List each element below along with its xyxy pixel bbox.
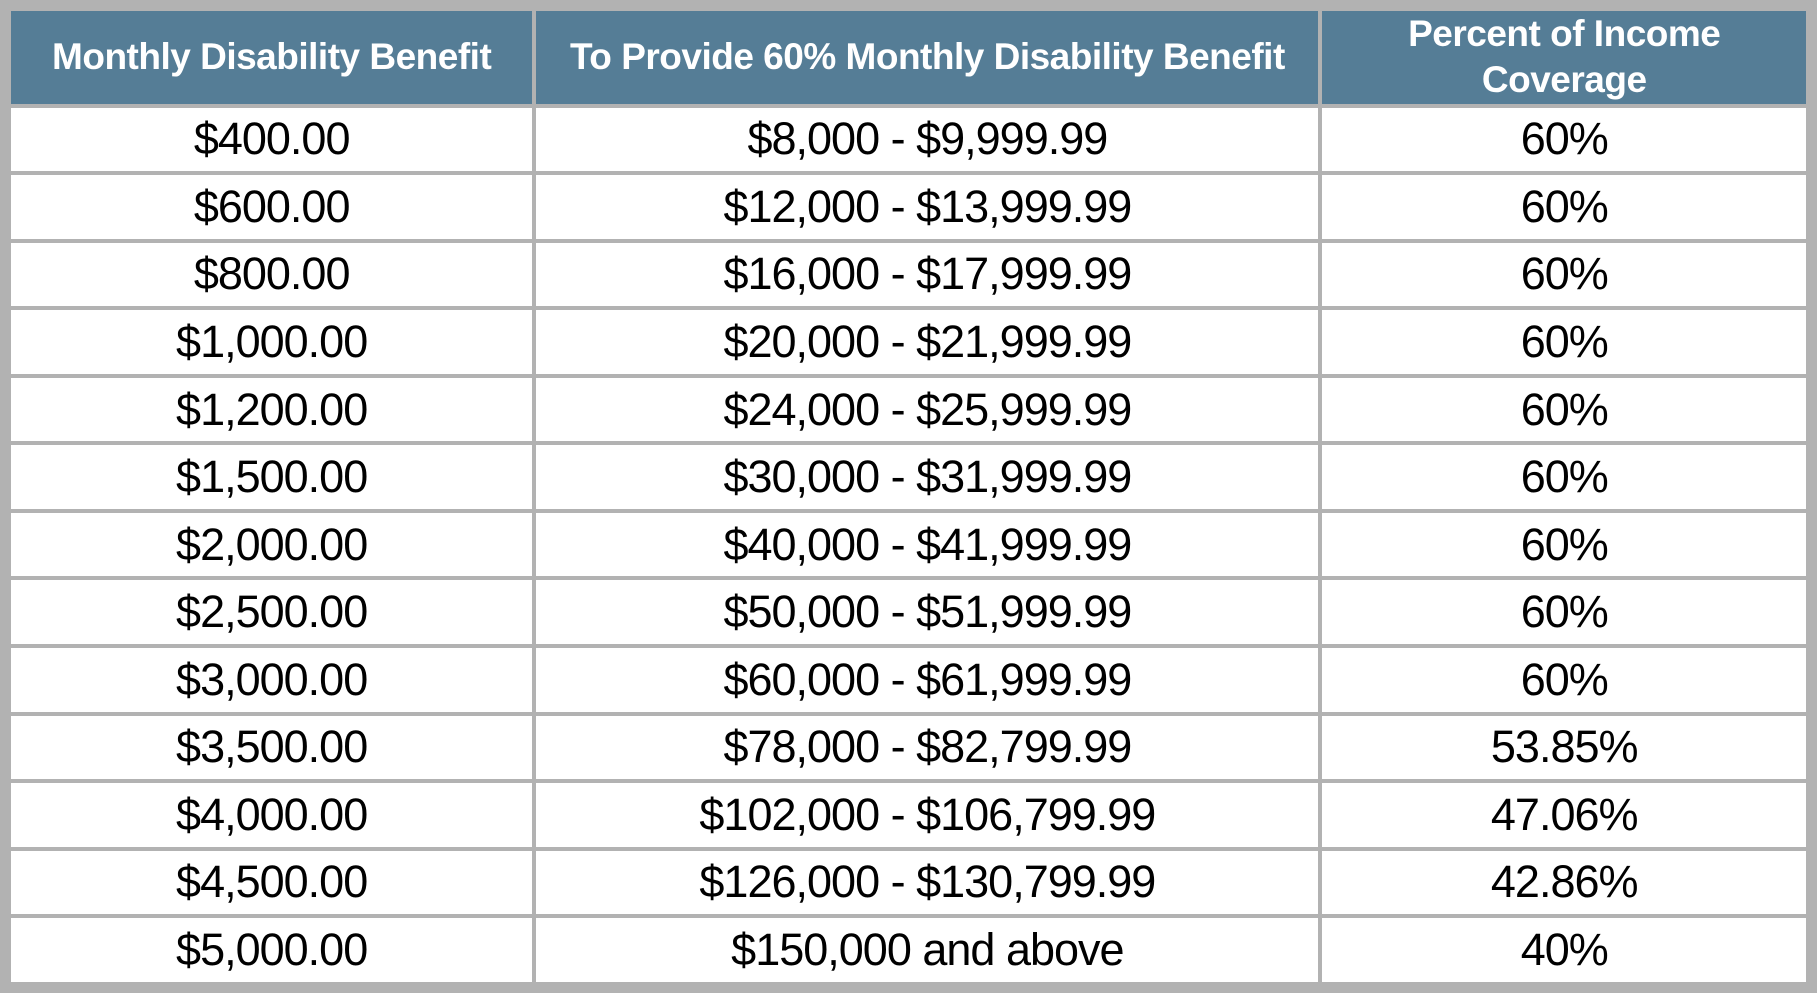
- table-row: $4,000.00 $102,000 - $106,799.99 47.06%: [6, 779, 1810, 851]
- cell-percent-coverage: 60%: [1318, 306, 1810, 378]
- table-row: $800.00 $16,000 - $17,999.99 60%: [6, 238, 1810, 311]
- cell-monthly-benefit: $1,200.00: [6, 373, 537, 446]
- cell-percent-coverage: 47.06%: [1318, 779, 1810, 851]
- header-row: Monthly Disability Benefit To Provide 60…: [6, 7, 1810, 108]
- cell-income-range: $24,000 - $25,999.99: [532, 373, 1323, 446]
- cell-income-range: $40,000 - $41,999.99: [532, 508, 1323, 581]
- cell-income-range: $78,000 - $82,799.99: [532, 711, 1323, 784]
- table-row: $2,500.00 $50,000 - $51,999.99 60%: [6, 576, 1810, 648]
- table-row: $400.00 $8,000 - $9,999.99 60%: [6, 103, 1810, 176]
- table-row: $1,200.00 $24,000 - $25,999.99 60%: [6, 373, 1810, 446]
- cell-monthly-benefit: $400.00: [6, 103, 537, 176]
- cell-monthly-benefit: $800.00: [6, 238, 537, 311]
- cell-income-range: $12,000 - $13,999.99: [532, 171, 1323, 243]
- cell-percent-coverage: 60%: [1318, 373, 1810, 446]
- disability-benefit-table: Monthly Disability Benefit To Provide 60…: [6, 7, 1810, 986]
- table-row: $2,000.00 $40,000 - $41,999.99 60%: [6, 508, 1810, 581]
- cell-monthly-benefit: $4,000.00: [6, 779, 537, 851]
- table-row: $5,000.00 $150,000 and above 40%: [6, 914, 1810, 986]
- cell-percent-coverage: 60%: [1318, 171, 1810, 243]
- cell-monthly-benefit: $1,500.00: [6, 441, 537, 513]
- header-percent-of-income-coverage: Percent of Income Coverage: [1318, 7, 1810, 108]
- cell-income-range: $150,000 and above: [532, 914, 1323, 986]
- cell-income-range: $50,000 - $51,999.99: [532, 576, 1323, 648]
- cell-monthly-benefit: $3,500.00: [6, 711, 537, 784]
- header-provide-60-percent-benefit: To Provide 60% Monthly Disability Benefi…: [532, 7, 1323, 108]
- cell-monthly-benefit: $3,000.00: [6, 644, 537, 716]
- table-row: $600.00 $12,000 - $13,999.99 60%: [6, 171, 1810, 243]
- table-body: $400.00 $8,000 - $9,999.99 60% $600.00 $12,0…: [6, 103, 1810, 986]
- cell-percent-coverage: 60%: [1318, 441, 1810, 513]
- cell-percent-coverage: 40%: [1318, 914, 1810, 986]
- cell-income-range: $8,000 - $9,999.99: [532, 103, 1323, 176]
- cell-percent-coverage: 60%: [1318, 576, 1810, 648]
- cell-monthly-benefit: $2,000.00: [6, 508, 537, 581]
- cell-percent-coverage: 53.85%: [1318, 711, 1810, 784]
- cell-income-range: $102,000 - $106,799.99: [532, 779, 1323, 851]
- cell-income-range: $30,000 - $31,999.99: [532, 441, 1323, 513]
- header-monthly-disability-benefit: Monthly Disability Benefit: [6, 7, 537, 108]
- table-row: $3,000.00 $60,000 - $61,999.99 60%: [6, 644, 1810, 716]
- cell-income-range: $20,000 - $21,999.99: [532, 306, 1323, 378]
- cell-percent-coverage: 60%: [1318, 238, 1810, 311]
- cell-percent-coverage: 60%: [1318, 103, 1810, 176]
- cell-monthly-benefit: $600.00: [6, 171, 537, 243]
- cell-monthly-benefit: $2,500.00: [6, 576, 537, 648]
- cell-monthly-benefit: $4,500.00: [6, 846, 537, 919]
- cell-income-range: $60,000 - $61,999.99: [532, 644, 1323, 716]
- table-row: $4,500.00 $126,000 - $130,799.99 42.86%: [6, 846, 1810, 919]
- cell-income-range: $16,000 - $17,999.99: [532, 238, 1323, 311]
- table-row: $3,500.00 $78,000 - $82,799.99 53.85%: [6, 711, 1810, 784]
- table-row: $1,500.00 $30,000 - $31,999.99 60%: [6, 441, 1810, 513]
- cell-monthly-benefit: $5,000.00: [6, 914, 537, 986]
- cell-income-range: $126,000 - $130,799.99: [532, 846, 1323, 919]
- cell-percent-coverage: 60%: [1318, 508, 1810, 581]
- cell-percent-coverage: 42.86%: [1318, 846, 1810, 919]
- cell-percent-coverage: 60%: [1318, 644, 1810, 716]
- table-row: $1,000.00 $20,000 - $21,999.99 60%: [6, 306, 1810, 378]
- cell-monthly-benefit: $1,000.00: [6, 306, 537, 378]
